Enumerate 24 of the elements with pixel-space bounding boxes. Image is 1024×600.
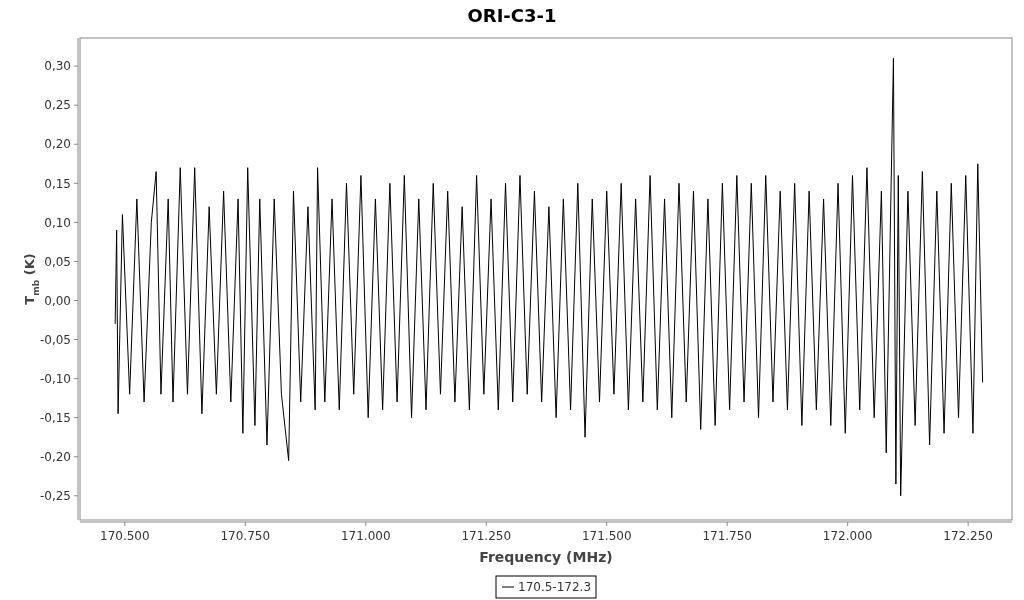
y-tick-label: 0,25: [44, 98, 71, 113]
x-tick-label: 171.500: [581, 529, 632, 543]
x-tick-label: 171.750: [702, 529, 753, 543]
line-series: [114, 57, 984, 497]
x-tick-label: 172.000: [822, 529, 873, 543]
x-tick-label: 170.500: [100, 529, 150, 543]
x-tick-label: 172.250: [943, 529, 993, 543]
y-tick-label: -0,25: [39, 488, 71, 503]
legend-label: 170.5-172.3: [518, 580, 592, 595]
y-tick-label: 0,30: [44, 59, 71, 74]
x-tick-label: 171.000: [340, 529, 391, 543]
y-tick-label: -0,05: [39, 332, 71, 347]
chart-title: ORI-C3-1: [467, 5, 557, 26]
y-tick-label: 0,20: [44, 137, 71, 152]
y-tick-label: 0,15: [44, 176, 71, 191]
y-tick-label: -0,10: [39, 371, 71, 386]
x-axis-title: Frequency (MHz): [479, 549, 613, 565]
y-tick-label: 0,10: [44, 215, 71, 230]
x-tick-label: 171.250: [461, 529, 512, 543]
y-tick-label: 0,00: [44, 293, 71, 308]
x-tick-label: 170.750: [220, 529, 271, 543]
y-tick-label: 0,05: [44, 254, 71, 269]
y-tick-label: -0,20: [39, 449, 71, 464]
y-tick-label: -0,15: [39, 410, 71, 425]
